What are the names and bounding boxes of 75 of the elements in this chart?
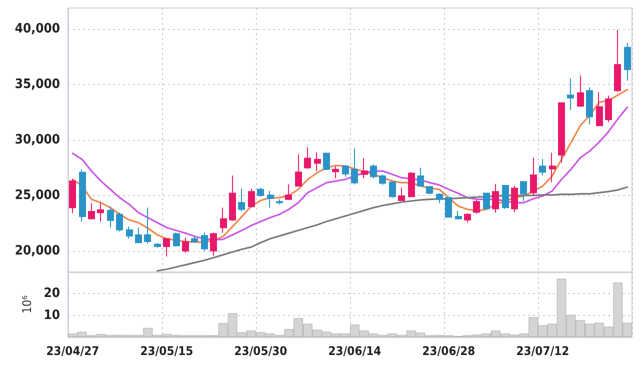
candlestick [605, 95, 612, 123]
candlestick [445, 196, 452, 218]
candlestick [97, 202, 104, 222]
candlestick [229, 174, 236, 222]
candlestick [267, 190, 274, 208]
candlestick [182, 237, 189, 254]
candlestick [201, 232, 208, 252]
candlestick [116, 212, 123, 232]
candlestick [126, 226, 133, 240]
candlestick [220, 207, 227, 234]
candlestick [520, 181, 527, 202]
candlestick [69, 178, 76, 214]
candlestick [238, 188, 245, 212]
candlestick [285, 184, 292, 200]
candlestick [173, 232, 180, 247]
candlestick [107, 206, 114, 228]
candlestick [304, 146, 311, 170]
candlestick [163, 238, 170, 257]
y-tick-label: 20 [44, 286, 60, 302]
candlestick [88, 202, 95, 220]
y-axis-title: 10⁶ [20, 295, 34, 314]
candlestick [539, 158, 546, 176]
candlestick [257, 187, 264, 198]
candlestick [464, 212, 471, 224]
candlestick [436, 192, 443, 204]
x-tick-label: 23/07/12 [516, 344, 570, 358]
candlestick [379, 174, 386, 186]
candlestick [323, 152, 330, 170]
y-tick-label: 30,000 [14, 132, 60, 148]
candlestick [389, 180, 396, 198]
candlestick [624, 42, 631, 82]
candlestick [398, 187, 405, 202]
candlestick [332, 166, 339, 179]
candlestick [473, 199, 480, 214]
x-tick-label: 23/05/15 [140, 344, 194, 358]
candlestick [144, 207, 151, 244]
candlestick [426, 186, 433, 194]
candlestick [370, 164, 377, 179]
candlestick [408, 172, 415, 198]
candlestick [295, 154, 302, 188]
candlestick [361, 158, 368, 179]
candlestick [558, 102, 565, 164]
y-tick-label: 10 [44, 308, 60, 323]
candlestick [79, 168, 86, 222]
candlestick [596, 92, 603, 127]
candlestick [154, 242, 161, 248]
candlestick [455, 210, 462, 220]
y-tick-label: 40,000 [14, 22, 60, 37]
candlestick [586, 86, 593, 125]
y-tick-label: 20,000 [14, 243, 60, 258]
candlestick [351, 148, 358, 185]
candlestick [342, 164, 349, 178]
candlestick [502, 184, 509, 210]
x-tick-label: 23/06/28 [422, 344, 476, 358]
candlestick [276, 198, 283, 205]
candlestick [248, 188, 255, 208]
x-tick-label: 23/05/30 [234, 344, 288, 358]
candlestick [210, 232, 217, 256]
candlestick [549, 152, 556, 183]
candlestick [314, 152, 321, 172]
x-tick-label: 23/06/14 [328, 344, 382, 358]
candlestick [577, 75, 584, 108]
candlestick [135, 227, 142, 244]
x-tick-label: 23/04/27 [46, 344, 100, 358]
y-tick-label: 35,000 [14, 77, 60, 92]
candlestick [483, 192, 490, 210]
y-tick-label: 25,000 [14, 188, 60, 203]
candlestick [492, 183, 499, 214]
candlestick [511, 186, 518, 213]
line-series [156, 186, 628, 272]
candlestick [530, 157, 537, 196]
candlestick [614, 30, 621, 92]
candlestick [417, 167, 424, 188]
candlestick [191, 236, 198, 243]
candlestick [567, 78, 574, 111]
